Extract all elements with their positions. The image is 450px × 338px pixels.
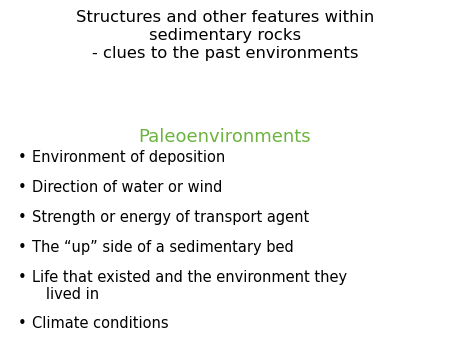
Text: Structures and other features within
sedimentary rocks
- clues to the past envir: Structures and other features within sed… <box>76 10 374 61</box>
Text: •: • <box>18 240 27 255</box>
Text: Life that existed and the environment they
   lived in: Life that existed and the environment th… <box>32 270 347 303</box>
Text: •: • <box>18 150 27 165</box>
Text: •: • <box>18 316 27 331</box>
Text: •: • <box>18 210 27 225</box>
Text: Paleoenvironments: Paleoenvironments <box>139 128 311 146</box>
Text: •: • <box>18 270 27 285</box>
Text: Direction of water or wind: Direction of water or wind <box>32 180 222 195</box>
Text: The “up” side of a sedimentary bed: The “up” side of a sedimentary bed <box>32 240 294 255</box>
Text: •: • <box>18 180 27 195</box>
Text: Environment of deposition: Environment of deposition <box>32 150 225 165</box>
Text: Strength or energy of transport agent: Strength or energy of transport agent <box>32 210 309 225</box>
Text: Climate conditions: Climate conditions <box>32 316 169 331</box>
